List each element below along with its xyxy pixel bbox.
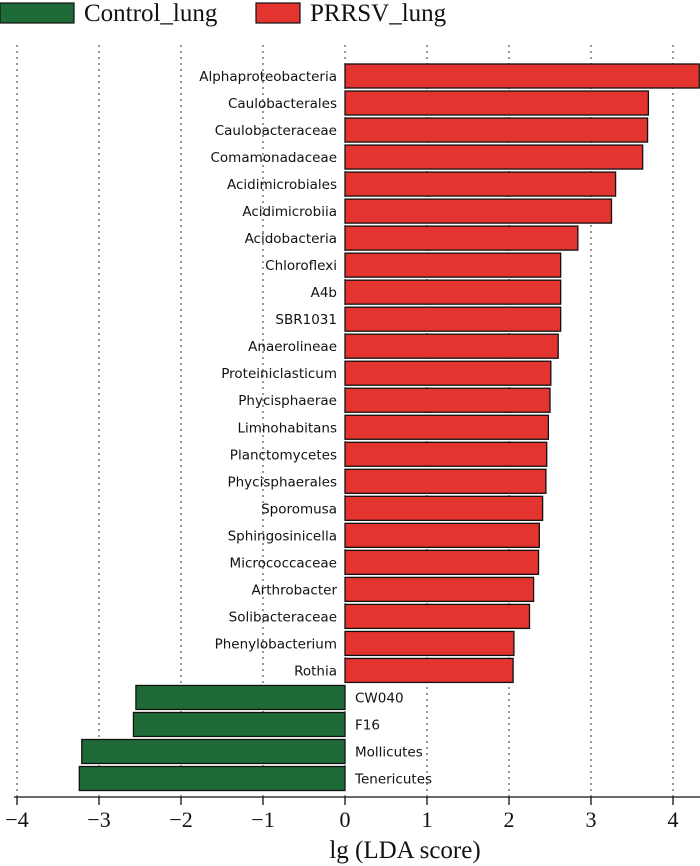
category-label: Proteiniclasticum [221, 366, 337, 382]
category-label: Chloroflexi [265, 258, 337, 274]
category-labels: Alphaproteobacteria Caulobacterales Caulob… [199, 69, 432, 788]
bar-limnohabitans [344, 414, 550, 440]
category-label: Sporomusa [261, 501, 337, 517]
category-label: Phenylobacterium [215, 636, 337, 652]
bar-alphaproteobacteria [344, 63, 700, 89]
x-axis-title: lg (LDA score) [329, 837, 480, 864]
category-label: Phycisphaerae [238, 393, 337, 409]
x-axis: −4 −3 −2 −1 0 1 2 3 4 [5, 796, 700, 832]
category-label: SBR1031 [275, 312, 337, 328]
bar-phycisphaerae [344, 387, 551, 413]
bar-mollicutes [81, 738, 346, 765]
x-tick-label: 0 [340, 807, 351, 832]
bar-micrococcaceae [344, 549, 540, 576]
bar-arthrobacter [344, 576, 535, 603]
bar-cw040 [135, 684, 346, 711]
category-label: Limnohabitans [237, 420, 337, 436]
category-label: Arthrobacter [251, 582, 337, 598]
bar-acidimicrobiales [344, 171, 617, 197]
bar-phycisphaerales [344, 468, 547, 494]
bar-proteiniclasticum [344, 360, 552, 386]
x-tick-label: 4 [668, 807, 679, 832]
category-label: Tenericutes [354, 772, 432, 788]
bar-chloroflexi [344, 252, 562, 278]
x-tick-label: −3 [87, 807, 110, 832]
bar-caulobacterales [344, 90, 650, 116]
category-label: CW040 [355, 690, 404, 706]
bar-acidimicrobiia [344, 198, 613, 224]
category-label: Acidobacteria [245, 231, 337, 247]
x-tick-label: 2 [504, 807, 515, 832]
category-label: Rothia [294, 663, 337, 679]
bar-phenylobacterium [344, 630, 515, 657]
category-label: Comamonadaceae [211, 150, 338, 166]
bars [78, 63, 700, 792]
bar-sphingosinicella [344, 522, 540, 548]
category-label: Phycisphaerales [227, 474, 337, 490]
bar-sbr1031 [344, 306, 562, 332]
category-label: Caulobacterales [228, 96, 337, 112]
category-label: Anaerolineae [248, 339, 337, 355]
category-label: A4b [311, 285, 337, 301]
bar-comamonadaceae [344, 144, 644, 170]
legend-swatch-prrsv-lung [255, 2, 301, 24]
category-label: Solibacteraceae [229, 609, 337, 625]
x-tick-label: −1 [251, 807, 274, 832]
bar-tenericutes [78, 765, 346, 792]
legend-label: Control_lung [84, 0, 218, 27]
bar-planctomycetes [344, 441, 548, 467]
category-label: Micrococcaceae [230, 555, 337, 571]
bar-caulobacteraceae [344, 117, 649, 143]
legend-label: PRRSV_lung [310, 0, 447, 27]
legend-swatch-control-lung [0, 2, 75, 24]
category-label: Mollicutes [355, 745, 423, 761]
bar-rothia [344, 657, 514, 684]
x-tick-label: 1 [422, 807, 433, 832]
bar-anaerolineae [344, 333, 559, 359]
bar-f16 [132, 711, 346, 738]
category-label: F16 [355, 717, 380, 733]
x-tick-label: 3 [586, 807, 597, 832]
category-label: Acidimicrobiia [242, 204, 337, 220]
bar-sporomusa [344, 495, 544, 521]
category-label: Acidimicrobiales [227, 177, 337, 193]
legend: Control_lung PRRSV_lung [0, 0, 447, 27]
x-tick-label: −4 [5, 807, 28, 832]
category-label: Sphingosinicella [228, 528, 337, 544]
category-label: Caulobacteraceae [215, 123, 337, 139]
category-label: Alphaproteobacteria [199, 69, 337, 85]
x-tick-label: −2 [169, 807, 192, 832]
category-label: Planctomycetes [230, 447, 337, 463]
bar-a4b [344, 279, 562, 305]
bar-acidobacteria [344, 225, 579, 251]
bar-solibacteraceae [344, 603, 531, 630]
